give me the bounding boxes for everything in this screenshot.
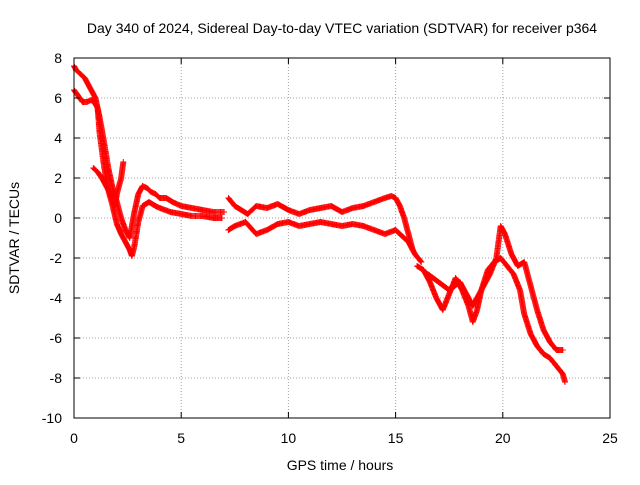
data-series — [225, 219, 425, 265]
data-series — [225, 193, 416, 253]
x-tick-label: 25 — [602, 430, 618, 446]
y-tick-label: 8 — [54, 50, 62, 66]
x-tick-label: 0 — [70, 430, 78, 446]
data-point-markers — [225, 219, 425, 265]
y-tick-label: -8 — [50, 370, 63, 386]
y-tick-label: 6 — [54, 90, 62, 106]
axis-ticks: 0 5 10 15 20 25 -10 -8 -6 -4 -2 0 2 4 6 8 — [42, 50, 618, 446]
data-series — [71, 87, 225, 259]
chart-title: Day 340 of 2024, Sidereal Day-to-day VTE… — [87, 20, 597, 36]
data-point-markers — [225, 193, 416, 253]
y-tick-label: -2 — [50, 250, 63, 266]
data-point-markers — [424, 223, 566, 353]
y-tick-label: -10 — [42, 410, 62, 426]
y-tick-label: 0 — [54, 210, 62, 226]
x-tick-label: 10 — [281, 430, 297, 446]
data-point-markers — [71, 87, 225, 259]
x-axis-label: GPS time / hours — [287, 457, 394, 473]
y-tick-label: 4 — [54, 130, 62, 146]
y-tick-label: 2 — [54, 170, 62, 186]
data-series — [424, 223, 566, 353]
x-tick-label: 5 — [177, 430, 185, 446]
y-tick-label: -6 — [50, 330, 63, 346]
data-point-markers — [90, 159, 127, 209]
y-tick-label: -4 — [50, 290, 63, 306]
data-series — [90, 159, 127, 209]
grid-lines — [74, 58, 610, 418]
y-axis-label: SDTVAR / TECUs — [6, 182, 22, 294]
x-tick-label: 20 — [495, 430, 511, 446]
x-tick-label: 15 — [388, 430, 404, 446]
plot-frame — [73, 57, 611, 419]
data-points — [71, 63, 568, 385]
